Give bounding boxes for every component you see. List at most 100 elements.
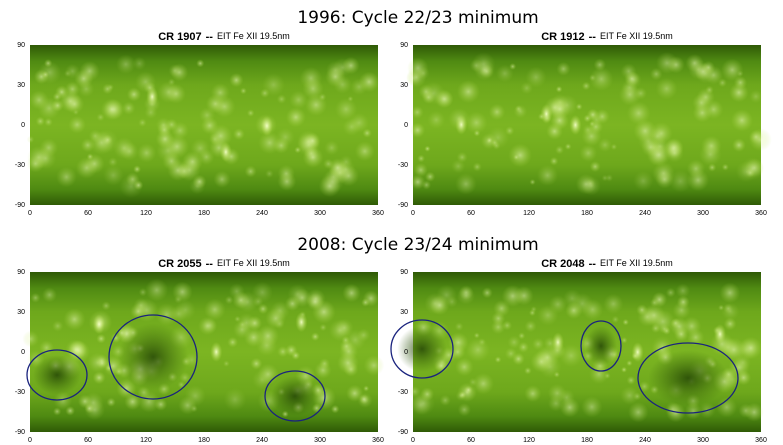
y-tick-label: -30: [15, 389, 25, 396]
synoptic-map: [22, 272, 384, 432]
bright-point: [171, 122, 189, 140]
bright-point: [30, 293, 40, 303]
bright-point: [554, 371, 560, 377]
bright-point: [229, 73, 243, 87]
separator: --: [206, 258, 214, 270]
bright-point: [127, 87, 141, 101]
bright-point: [97, 113, 105, 121]
bright-point: [604, 373, 610, 379]
bright-point: [739, 404, 753, 418]
bright-point: [119, 175, 142, 198]
x-tick-label: 60: [84, 210, 92, 217]
y-tick-label: 90: [400, 269, 408, 276]
bright-point: [56, 167, 76, 187]
bright-point: [274, 319, 284, 329]
bright-point: [704, 100, 723, 119]
bright-point: [27, 136, 34, 143]
panel-title: CR 1912--EIT Fe XII 19.5nm: [541, 31, 673, 43]
bright-point: [85, 154, 105, 174]
bright-point: [749, 90, 762, 103]
bright-point: [277, 346, 288, 357]
bright-point: [565, 143, 572, 150]
bright-point: [42, 287, 57, 302]
bright-point: [436, 90, 453, 107]
coronal-hole: [271, 376, 319, 416]
bright-point: [556, 86, 563, 93]
bright-point: [581, 396, 602, 417]
bright-point: [158, 81, 180, 103]
bright-point: [156, 117, 171, 132]
bright-point: [191, 405, 198, 412]
bright-point: [458, 403, 471, 416]
synoptic-map: [391, 272, 764, 432]
y-tick-label: 0: [404, 122, 408, 129]
bright-point: [333, 75, 351, 93]
bright-point: [213, 171, 230, 188]
x-tick-label: 360: [755, 437, 767, 444]
bright-point: [52, 320, 63, 331]
bright-point: [474, 59, 495, 80]
coronal-hole: [118, 323, 188, 390]
y-tick-label: -90: [15, 202, 25, 209]
bright-point: [257, 325, 279, 347]
active-region: [93, 314, 105, 334]
bright-point: [530, 179, 536, 185]
y-tick-label: -90: [398, 429, 408, 436]
panel-title: CR 1907--EIT Fe XII 19.5nm: [158, 31, 290, 43]
bright-point: [524, 385, 541, 402]
y-tick-label: 0: [404, 349, 408, 356]
bright-point: [417, 155, 425, 163]
bright-point: [65, 94, 85, 114]
bright-point: [603, 294, 623, 314]
bright-point: [257, 364, 278, 385]
bright-point: [233, 128, 245, 140]
bright-point: [548, 384, 567, 403]
bright-point: [563, 289, 581, 307]
bright-point: [628, 402, 648, 422]
x-tick-label: 360: [372, 210, 384, 217]
coronal-hole: [33, 355, 81, 395]
bright-point: [107, 398, 116, 407]
bright-point: [590, 161, 601, 172]
bright-point: [583, 114, 591, 122]
bright-point: [491, 139, 499, 147]
active-region: [552, 332, 564, 352]
active-region: [220, 142, 232, 162]
bright-point: [633, 392, 641, 400]
y-tick-label: -30: [398, 162, 408, 169]
bright-point: [223, 360, 230, 367]
y-tick-label: 90: [400, 42, 408, 49]
panel-title: CR 2048--EIT Fe XII 19.5nm: [541, 258, 673, 270]
bright-point: [359, 72, 380, 93]
y-tick-label: 0: [21, 349, 25, 356]
y-tick-label: 30: [17, 82, 25, 89]
bright-point: [65, 64, 80, 79]
bright-point: [120, 142, 138, 160]
y-tick-label: 30: [400, 309, 408, 316]
bright-point: [580, 144, 598, 162]
y-tick-label: 0: [21, 122, 25, 129]
bright-point: [44, 118, 53, 127]
bright-point: [68, 116, 86, 134]
bright-point: [594, 59, 606, 71]
bright-point: [138, 391, 159, 412]
bright-point: [319, 324, 326, 331]
bright-point: [35, 147, 57, 169]
x-tick-label: 0: [28, 437, 32, 444]
bright-point: [355, 141, 375, 161]
bright-point: [529, 309, 536, 316]
bright-point: [720, 282, 741, 303]
panel-title: CR 2055--EIT Fe XII 19.5nm: [158, 258, 290, 270]
bright-point: [293, 288, 312, 307]
x-tick-label: 240: [256, 210, 268, 217]
bright-point: [359, 394, 369, 404]
bright-point: [278, 165, 295, 182]
x-tick-label: 240: [639, 210, 651, 217]
active-region: [210, 342, 222, 362]
bright-point: [652, 292, 667, 307]
bright-point: [319, 93, 327, 101]
bright-point: [555, 145, 564, 154]
bright-point: [446, 296, 458, 308]
bright-point: [196, 59, 204, 67]
active-region: [569, 115, 581, 135]
